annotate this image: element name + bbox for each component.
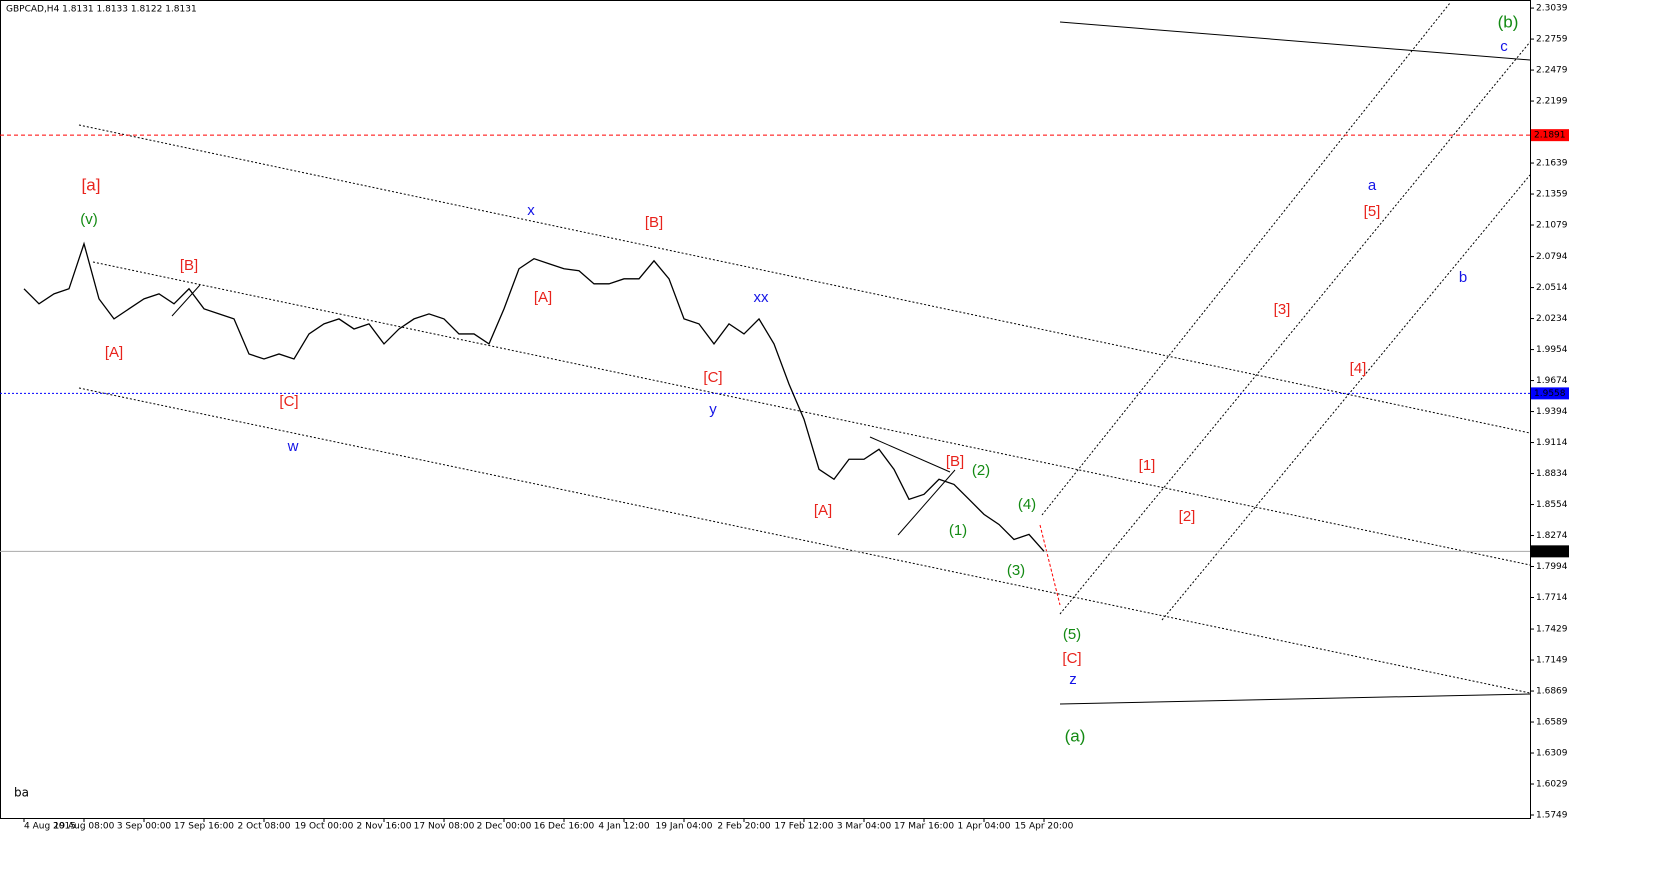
wave-label: (b)	[1498, 12, 1519, 31]
channel-line	[92, 261, 1531, 566]
wave-label: [5]	[1364, 203, 1381, 220]
wave-label: [B]	[645, 214, 663, 231]
x-tick-label: 4 Aug 2015	[24, 822, 76, 832]
y-tick-label: 1.9394	[1536, 407, 1568, 417]
price-level-label: 1.8131	[1534, 547, 1566, 557]
y-tick-label: 1.8834	[1536, 469, 1568, 479]
y-tick-label: 1.5749	[1536, 811, 1568, 821]
y-tick-label: 2.0514	[1536, 283, 1568, 293]
plot-frame	[0, 0, 1531, 819]
y-tick-label: 1.9674	[1536, 376, 1568, 386]
x-tick-label: 2 Nov 16:00	[357, 822, 412, 832]
x-tick-label: 17 Feb 12:00	[774, 822, 833, 832]
y-tick-label: 1.7994	[1536, 562, 1568, 572]
x-tick-label: 3 Mar 04:00	[837, 822, 892, 832]
wave-label: [3]	[1274, 301, 1291, 318]
y-tick-label: 1.6309	[1536, 749, 1568, 759]
y-tick-label: 2.1079	[1536, 221, 1568, 231]
y-tick-label: 2.1639	[1536, 159, 1568, 169]
y-tick-label: 2.3039	[1536, 4, 1568, 14]
y-tick-label: 1.6869	[1536, 687, 1568, 697]
channel-line	[1041, 2, 1451, 516]
footnote: ba	[14, 786, 29, 800]
y-tick-label: 1.7149	[1536, 656, 1568, 666]
wave-label: [B]	[946, 453, 964, 470]
x-tick-label: 15 Apr 20:00	[1015, 822, 1074, 832]
wave-label: [A]	[814, 502, 832, 519]
x-tick-label: 19 Jan 04:00	[656, 822, 713, 832]
price-level-box	[1531, 129, 1569, 142]
x-tick-label: 3 Sep 00:00	[117, 822, 172, 832]
price-level-label: 2.1891	[1534, 131, 1566, 141]
y-tick-label: 2.2199	[1536, 97, 1568, 107]
y-tick-label: 2.2479	[1536, 66, 1568, 76]
trend-line	[869, 436, 951, 473]
channel-line	[78, 124, 1531, 434]
wave-label: [A]	[105, 344, 123, 361]
price-level-box	[1531, 545, 1569, 558]
wave-label: [C]	[279, 393, 298, 410]
trend-line	[1059, 693, 1531, 705]
wave-label: (2)	[972, 462, 990, 479]
y-tick-label: 1.9954	[1536, 345, 1568, 355]
y-tick-label: 1.8274	[1536, 531, 1568, 541]
wave-label: y	[709, 401, 717, 418]
y-tick-label: 1.7429	[1536, 625, 1568, 635]
y-tick-label: 1.6029	[1536, 780, 1568, 790]
y-tick-label: 2.1359	[1536, 190, 1568, 200]
y-tick-label: 1.9114	[1536, 438, 1568, 448]
wave-label: [B]	[180, 257, 198, 274]
x-tick-label: 16 Dec 16:00	[534, 822, 595, 832]
wave-label: [4]	[1350, 360, 1367, 377]
x-tick-label: 17 Mar 16:00	[894, 822, 954, 832]
wave-label: [1]	[1139, 457, 1156, 474]
channel-line	[78, 387, 1531, 694]
wave-label: [C]	[1062, 650, 1081, 667]
trend-line	[171, 284, 201, 317]
x-tick-label: 2 Dec 00:00	[477, 822, 532, 832]
wave-label: [2]	[1179, 508, 1196, 525]
wave-label: [A]	[534, 289, 552, 306]
wave-label: c	[1500, 38, 1508, 55]
wave-label: [C]	[703, 369, 722, 386]
x-tick-label: 19 Oct 00:00	[295, 822, 354, 832]
x-tick-label: 1 Apr 04:00	[958, 822, 1011, 832]
price-line	[23, 241, 1045, 552]
wave-label: b	[1459, 269, 1467, 286]
chart-title: GBPCAD,H4 1.8131 1.8133 1.8122 1.8131	[6, 5, 197, 15]
x-tick-label: 17 Sep 16:00	[174, 822, 234, 832]
price-level-label: 1.9558	[1534, 389, 1566, 399]
trend-line	[1059, 21, 1531, 61]
y-tick-label: 2.0234	[1536, 314, 1568, 324]
x-tick-label: 2 Oct 08:00	[238, 822, 291, 832]
wave-label: w	[287, 438, 299, 455]
wave-label: (5)	[1063, 626, 1081, 643]
wave-label: (a)	[1065, 726, 1086, 745]
wave-label: z	[1069, 671, 1077, 688]
y-tick-label: 1.7714	[1536, 593, 1568, 603]
x-tick-label: 2 Feb 20:00	[717, 822, 771, 832]
x-tick-label: 19 Aug 08:00	[54, 822, 115, 832]
wave-label: xx	[754, 289, 770, 306]
x-tick-label: 17 Nov 08:00	[414, 822, 475, 832]
wave-label: [a]	[82, 175, 101, 194]
wave-label: (3)	[1007, 562, 1025, 579]
x-tick-label: 4 Jan 12:00	[598, 822, 650, 832]
channel-line	[1059, 41, 1531, 615]
wave-label: (1)	[949, 522, 967, 539]
wave-label: x	[527, 202, 535, 219]
wave-label: (4)	[1018, 496, 1036, 513]
channel-line	[1161, 174, 1531, 621]
projection-line	[1039, 524, 1061, 606]
wave-label: a	[1368, 177, 1377, 194]
price-level-box	[1531, 387, 1569, 400]
y-tick-label: 2.0794	[1536, 252, 1568, 262]
y-tick-label: 1.6589	[1536, 718, 1568, 728]
wave-label: (v)	[80, 211, 98, 228]
y-tick-label: 1.8554	[1536, 500, 1568, 510]
y-tick-label: 2.2759	[1536, 35, 1568, 45]
